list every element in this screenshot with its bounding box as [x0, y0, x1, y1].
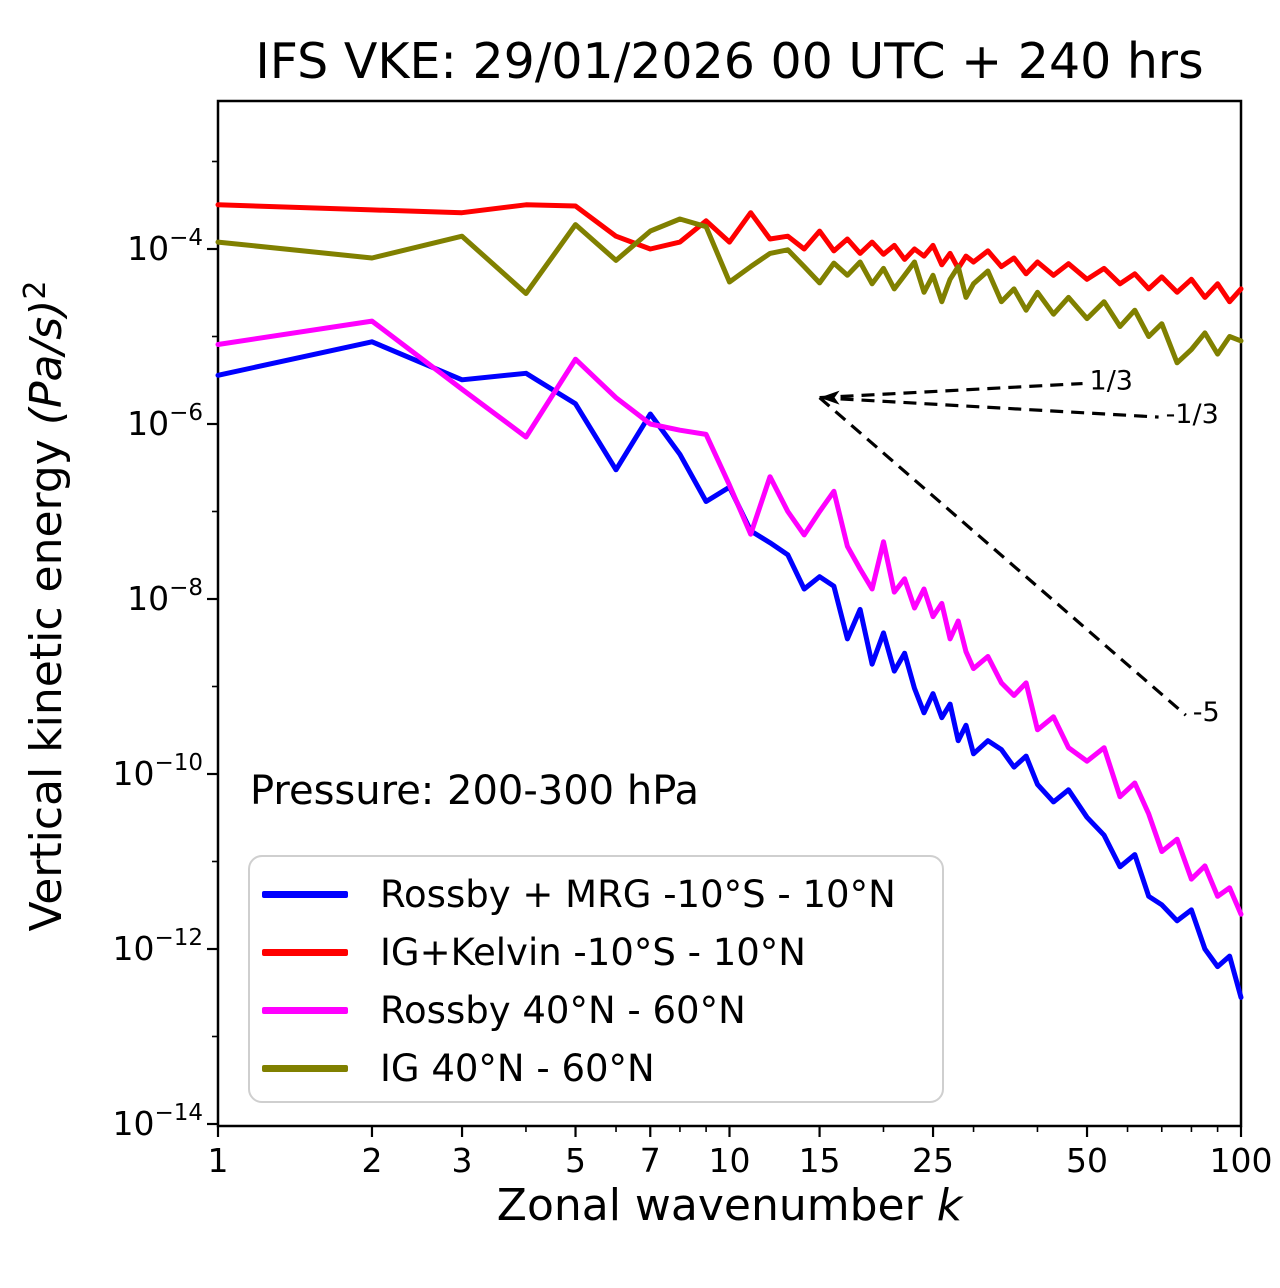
x-axis-label: Zonal wavenumber k — [218, 1180, 1241, 1231]
chart-title: IFS VKE: 29/01/2026 00 UTC + 240 hrs — [255, 33, 1204, 90]
x-tick-label: 25 — [912, 1141, 954, 1180]
legend-item: IG 40°N - 60°N — [262, 1039, 942, 1097]
series-rossby-midlat — [215, 318, 1244, 917]
series-ig-midlat — [215, 216, 1244, 366]
x-tick-label: 3 — [452, 1141, 473, 1180]
x-tick-label: 100 — [1210, 1141, 1273, 1180]
y-tick-label: 10−10 — [112, 750, 203, 793]
slope-guide-label: 1/3 — [1090, 366, 1133, 397]
slope-guide-line — [819, 396, 1159, 419]
legend-label: Rossby + MRG -10°S - 10°N — [380, 872, 896, 916]
x-tick-label: 15 — [799, 1141, 841, 1180]
legend-line-sample — [262, 948, 348, 956]
y-tick-label: 10−14 — [112, 1100, 203, 1143]
x-tick-label: 50 — [1066, 1141, 1108, 1180]
x-axis-label-text: Zonal wavenumber — [496, 1180, 923, 1231]
y-tick-label: 10−4 — [127, 225, 203, 268]
legend: Rossby + MRG -10°S - 10°N IG+Kelvin -10°S… — [248, 855, 944, 1103]
slope-guide-label: -1/3 — [1166, 399, 1219, 430]
y-tick-label: 10−8 — [127, 575, 203, 618]
x-tick-label: 7 — [640, 1141, 661, 1180]
slope-guide-arrowhead — [819, 390, 840, 405]
legend-label: IG 40°N - 60°N — [380, 1046, 655, 1090]
legend-item: IG+Kelvin -10°S - 10°N — [262, 923, 942, 981]
legend-item: Rossby + MRG -10°S - 10°N — [262, 865, 942, 923]
slope-guide-line — [819, 381, 1083, 400]
y-tick-label: 10−12 — [112, 925, 203, 968]
legend-line-sample — [262, 1006, 348, 1014]
legend-line-sample — [262, 1064, 348, 1072]
x-tick-label: 2 — [361, 1141, 382, 1180]
legend-label: Rossby 40°N - 60°N — [380, 988, 746, 1032]
series-ig-kelvin-tropics — [215, 202, 1244, 305]
x-tick-label: 10 — [709, 1141, 751, 1180]
pressure-annotation: Pressure: 200-300 hPa — [250, 768, 700, 814]
legend-line-sample — [262, 890, 348, 898]
series-rossby-mrg-tropics — [215, 339, 1244, 1000]
x-axis-label-var: k — [936, 1180, 963, 1231]
legend-label: IG+Kelvin -10°S - 10°N — [380, 930, 806, 974]
y-tick-label: 10−6 — [127, 400, 203, 443]
slope-guide-label: -5 — [1193, 697, 1220, 728]
slope-guide-line — [818, 396, 1187, 717]
x-tick-label: 5 — [565, 1141, 586, 1180]
x-tick-label: 1 — [208, 1141, 229, 1180]
legend-item: Rossby 40°N - 60°N — [262, 981, 942, 1039]
